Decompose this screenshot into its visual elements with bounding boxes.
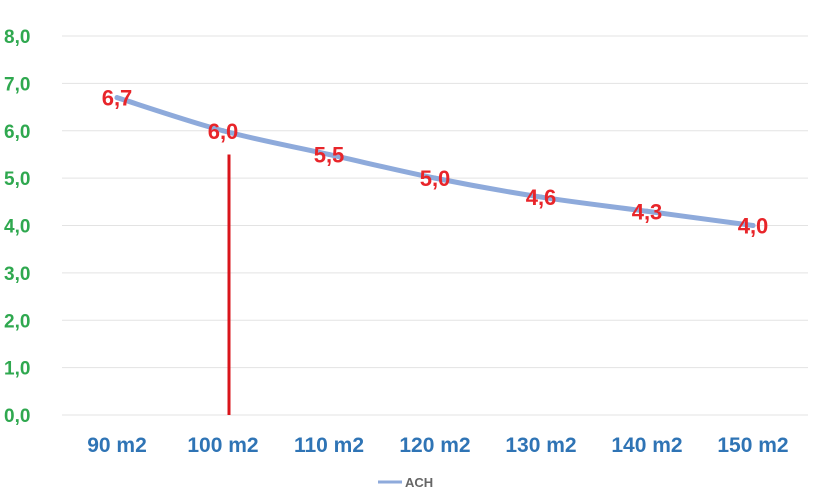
gridlines [62,35,808,416]
y-tick-label: 8,0 [4,27,30,48]
series-ach [114,95,756,228]
y-tick-label: 7,0 [4,74,30,95]
data-point [538,194,544,200]
x-tick-label: 110 m2 [294,434,364,457]
y-tick-label: 4,0 [4,217,30,238]
data-label: 6,0 [208,119,239,144]
data-point [750,223,756,228]
data-point [220,128,226,134]
data-label: 4,0 [738,214,769,239]
data-point [326,151,332,157]
data-label: 4,6 [526,185,557,210]
y-tick-label: 6,0 [4,122,30,143]
data-labels: 6,7 6,0 5,5 5,0 4,6 4,3 4,0 [102,86,769,239]
y-tick-label: 1,0 [4,359,30,380]
data-label: 5,0 [420,166,451,191]
data-label: 4,3 [632,199,663,224]
x-tick-label: 100 m2 [187,434,258,457]
data-label: 6,7 [102,86,133,111]
y-tick-label: 3,0 [4,264,30,285]
data-label: 5,5 [314,142,345,167]
data-point [644,208,650,214]
x-tick-label: 130 m2 [505,434,576,457]
y-tick-label: 5,0 [4,169,30,190]
legend-label: ACH [405,475,433,490]
x-tick-label: 140 m2 [611,434,682,457]
y-tick-label: 0,0 [4,406,30,427]
legend: ACH [378,475,433,490]
x-tick-label: 90 m2 [87,434,147,457]
x-tick-label: 120 m2 [399,434,470,457]
y-tick-label: 2,0 [4,311,30,332]
x-tick-label: 150 m2 [717,434,788,457]
data-point [114,95,120,101]
data-point [432,175,438,181]
x-axis-ticks: 90 m2 100 m2 110 m2 120 m2 130 m2 140 m2 150 m… [87,434,788,457]
y-axis-ticks: 0,0 1,0 2,0 3,0 4,0 5,0 6,0 7,0 8,0 [4,27,30,427]
